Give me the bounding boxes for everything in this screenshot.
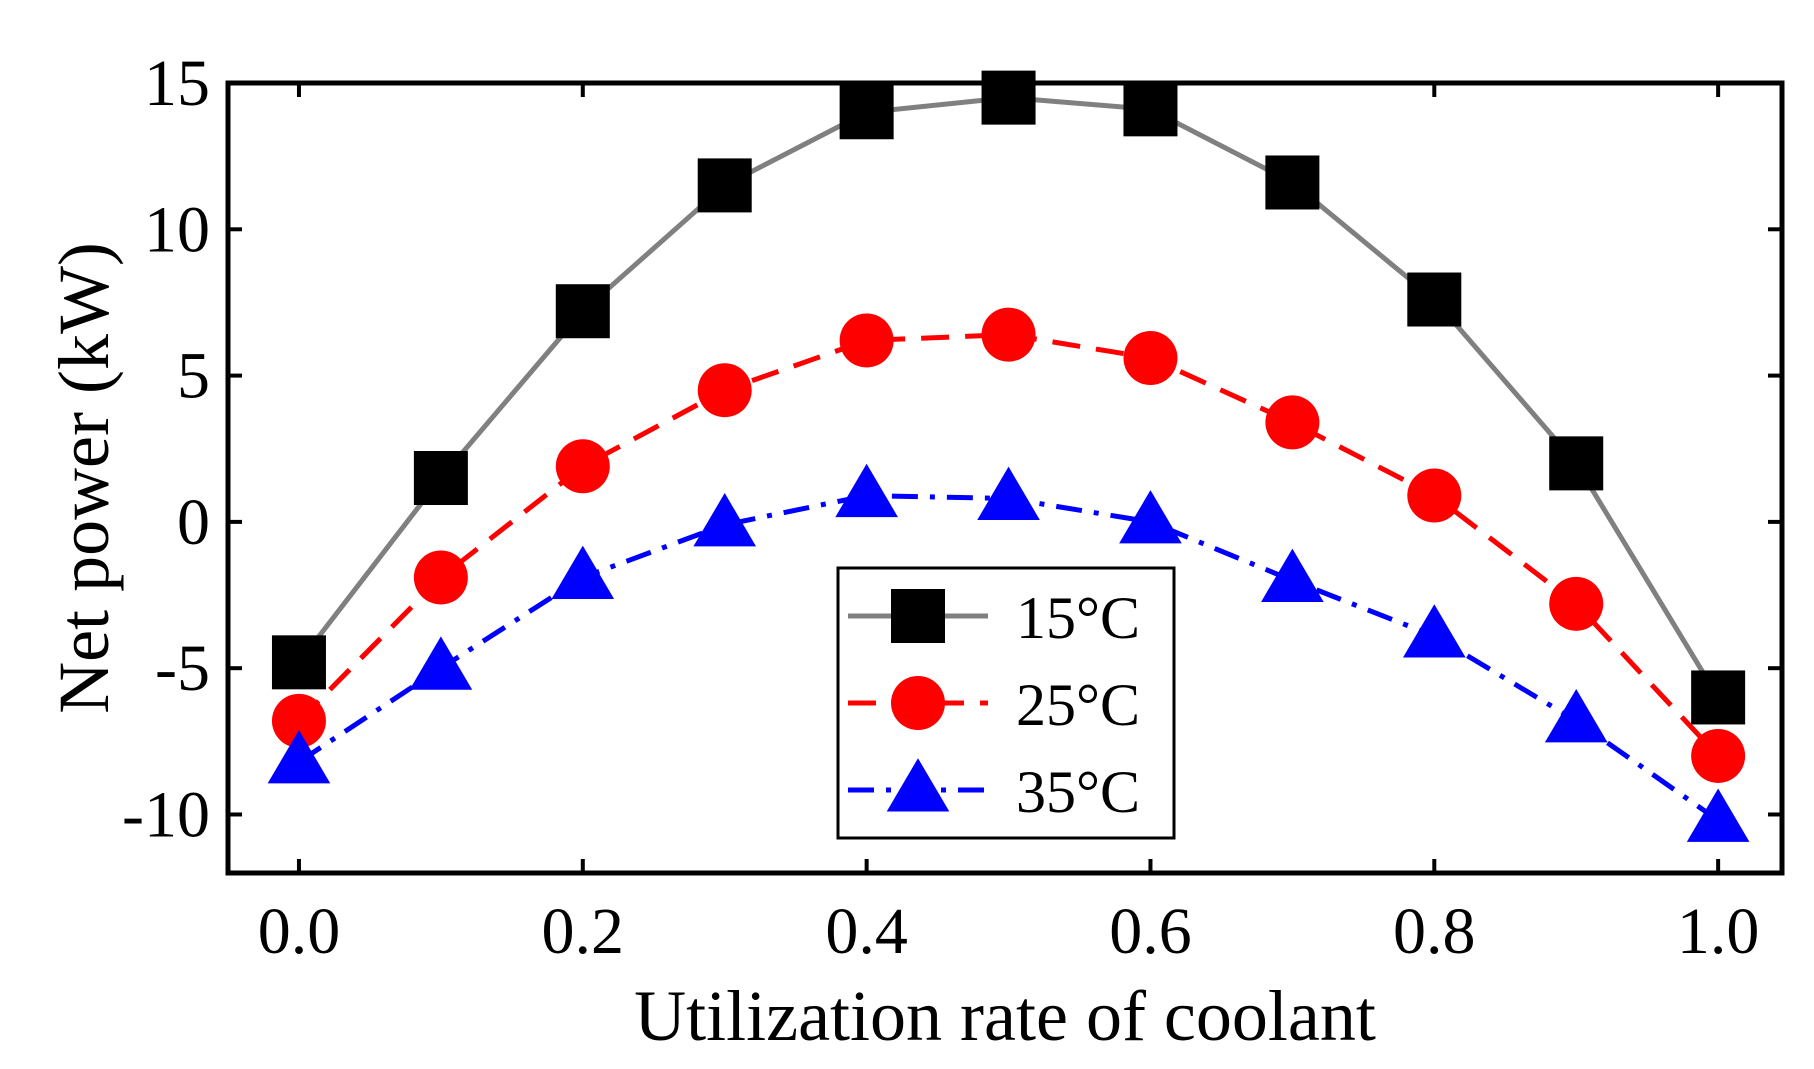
legend: 15°C 25°C 35°C bbox=[836, 566, 1176, 840]
legend-marker bbox=[886, 758, 950, 812]
data-point bbox=[555, 439, 610, 494]
data-point bbox=[555, 284, 610, 339]
legend-label: 25°C bbox=[1016, 672, 1140, 738]
ticks-layer: 0.0 0.2 0.4 0.6 0.8 1.0 15 10 5 0 -5 -10 bbox=[122, 47, 1782, 968]
data-point bbox=[977, 466, 1040, 521]
data-point bbox=[1691, 670, 1746, 725]
data-point bbox=[693, 493, 757, 547]
data-point bbox=[1261, 548, 1324, 602]
y-tick-label: -10 bbox=[122, 778, 210, 851]
data-point bbox=[551, 545, 615, 600]
legend-label: 15°C bbox=[1016, 585, 1140, 651]
data-point bbox=[1119, 490, 1182, 544]
data-point bbox=[409, 636, 473, 690]
plot-frame bbox=[225, 80, 1785, 876]
data-point bbox=[981, 70, 1036, 125]
y-tick-label: 0 bbox=[177, 486, 210, 559]
legend-marker bbox=[891, 676, 945, 730]
data-point bbox=[1549, 436, 1604, 491]
legend-label: 35°C bbox=[1016, 759, 1140, 825]
data-point bbox=[1686, 788, 1750, 842]
data-point bbox=[697, 363, 752, 418]
series-2 bbox=[267, 463, 1750, 842]
series-0 bbox=[271, 70, 1746, 725]
y-tick-label: -5 bbox=[155, 632, 210, 705]
y-axis-title: Net power (kW) bbox=[44, 242, 124, 714]
series-layer bbox=[267, 70, 1750, 842]
y-tick-label: 5 bbox=[177, 340, 210, 413]
x-tick-label: 0.4 bbox=[825, 895, 908, 968]
data-point bbox=[271, 693, 326, 748]
data-point bbox=[1544, 689, 1608, 743]
x-tick-label: 1.0 bbox=[1677, 895, 1760, 968]
data-point bbox=[839, 313, 894, 368]
x-tick-label: 0.0 bbox=[258, 895, 341, 968]
data-point bbox=[267, 730, 331, 784]
data-point bbox=[1123, 331, 1178, 386]
x-tick-label: 0.6 bbox=[1109, 895, 1192, 968]
data-point bbox=[981, 307, 1036, 362]
y-tick-label: 10 bbox=[144, 193, 210, 266]
data-point bbox=[271, 635, 326, 690]
series-1 bbox=[271, 307, 1746, 783]
data-point bbox=[1407, 468, 1462, 523]
data-point bbox=[1265, 155, 1320, 210]
data-point bbox=[413, 550, 468, 605]
data-point bbox=[1407, 272, 1462, 327]
data-point bbox=[1402, 604, 1466, 658]
x-tick-label: 0.8 bbox=[1393, 895, 1476, 968]
legend-marker bbox=[891, 589, 945, 643]
x-tick-label: 0.2 bbox=[542, 895, 625, 968]
data-point bbox=[1691, 728, 1746, 783]
data-point bbox=[697, 158, 752, 213]
data-point bbox=[1265, 395, 1320, 450]
data-point bbox=[835, 463, 898, 518]
data-point bbox=[1549, 576, 1604, 631]
y-tick-label: 15 bbox=[144, 47, 210, 120]
series-line bbox=[297, 332, 1720, 758]
x-axis-title: Utilization rate of coolant bbox=[634, 976, 1376, 1056]
data-point bbox=[413, 451, 468, 505]
